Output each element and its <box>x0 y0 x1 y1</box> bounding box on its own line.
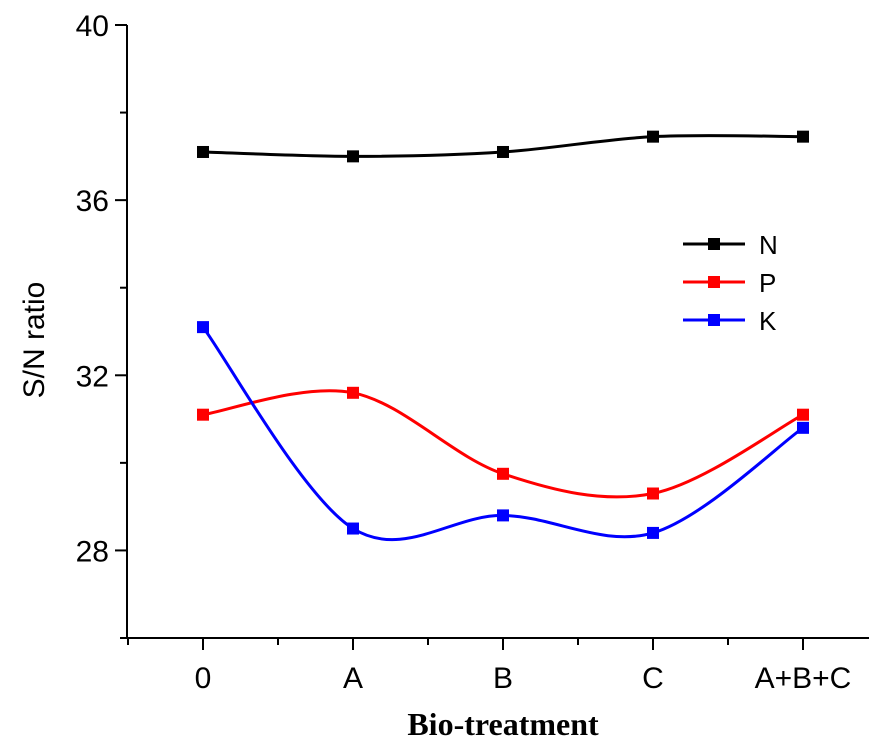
legend-P-marker <box>708 276 720 288</box>
series-K-point <box>497 509 509 522</box>
series-N-point <box>797 130 809 143</box>
x-tick-label: C <box>642 662 664 695</box>
series-P-line <box>202 389 804 499</box>
series-K-point <box>197 321 209 334</box>
x-tick-label: 0 <box>195 662 212 695</box>
legend-K-marker <box>708 314 720 326</box>
series-P-point <box>647 487 659 500</box>
x-tick-label: B <box>493 662 513 695</box>
legend: NPK <box>683 230 778 336</box>
axes: 28 32 36 40 0 A B C A+B+C <box>76 10 869 695</box>
series-N <box>197 130 809 163</box>
series-N-point <box>647 130 659 143</box>
series-K <box>197 321 809 542</box>
y-tick-label: 36 <box>76 185 109 218</box>
series-K-point <box>647 526 659 539</box>
y-tick-label: 32 <box>76 360 109 393</box>
series-N-point <box>197 145 209 158</box>
y-tick-label: 40 <box>76 10 109 43</box>
y-tick-label: 28 <box>76 535 109 568</box>
x-tick-label: A+B+C <box>755 662 852 695</box>
x-tick-label: A <box>343 662 363 695</box>
series-P-point <box>497 467 509 480</box>
series-K-line <box>201 326 804 542</box>
series-P-point <box>347 386 359 399</box>
legend-N-marker <box>708 238 720 250</box>
legend-N-label: N <box>759 230 778 260</box>
series-N-point <box>347 150 359 163</box>
legend-K-label: K <box>759 306 777 336</box>
series-K-point <box>347 522 359 535</box>
legend-P-label: P <box>759 268 776 298</box>
series-P <box>197 386 809 500</box>
x-axis-label: Bio-treatment <box>407 706 599 742</box>
series-P-point <box>797 408 809 421</box>
series-N-point <box>497 145 509 158</box>
series-P-point <box>197 408 209 421</box>
series-K-point <box>797 421 809 434</box>
y-axis-label: S/N ratio <box>18 282 51 399</box>
series-layer <box>197 130 809 542</box>
